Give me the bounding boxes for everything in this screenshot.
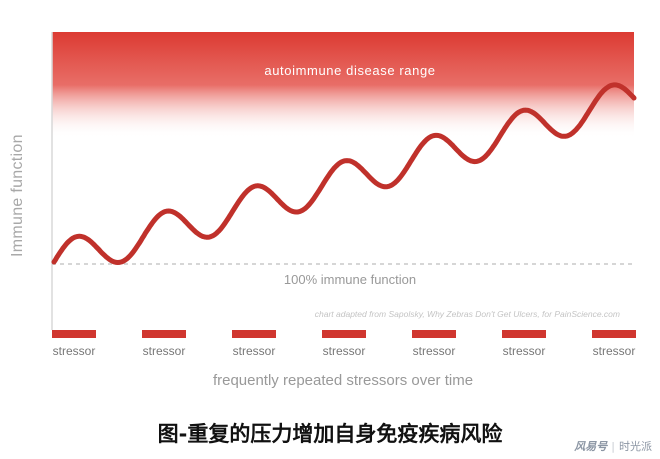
stressor-label: stressor — [593, 344, 636, 358]
figure-caption: 图-重复的压力增加自身免疫疾病风险 — [157, 422, 503, 446]
stressor-label: stressor — [53, 344, 96, 358]
stressor-label: stressor — [413, 344, 456, 358]
stressor-marker — [412, 330, 456, 338]
stressor-marker — [502, 330, 546, 338]
stressor-label: stressor — [503, 344, 546, 358]
band-label: autoimmune disease range — [264, 63, 435, 78]
stressor-group: stressor stressor stressor stressor stressor… — [52, 330, 636, 358]
y-axis-label: Immune function — [9, 134, 26, 257]
stressor-marker — [592, 330, 636, 338]
stressor-marker — [232, 330, 276, 338]
credit-text: chart adapted from Sapolsky, Why Zebras … — [315, 309, 620, 319]
stressor-marker — [142, 330, 186, 338]
stressor-marker — [322, 330, 366, 338]
watermark-source: 时光派 — [619, 440, 652, 453]
stressor-label: stressor — [233, 344, 276, 358]
watermark-separator: | — [611, 440, 615, 453]
autoimmune-band — [52, 32, 634, 138]
watermark-logo: 风易号 — [574, 440, 608, 453]
stressor-marker — [52, 330, 96, 338]
stressor-label: stressor — [323, 344, 366, 358]
stressor-label: stressor — [143, 344, 186, 358]
immune-function-line — [51, 82, 637, 265]
baseline-label: 100% immune function — [284, 272, 416, 287]
x-axis-label: frequently repeated stressors over time — [213, 372, 473, 389]
watermark: 风易号 | 时光派 — [574, 438, 652, 454]
